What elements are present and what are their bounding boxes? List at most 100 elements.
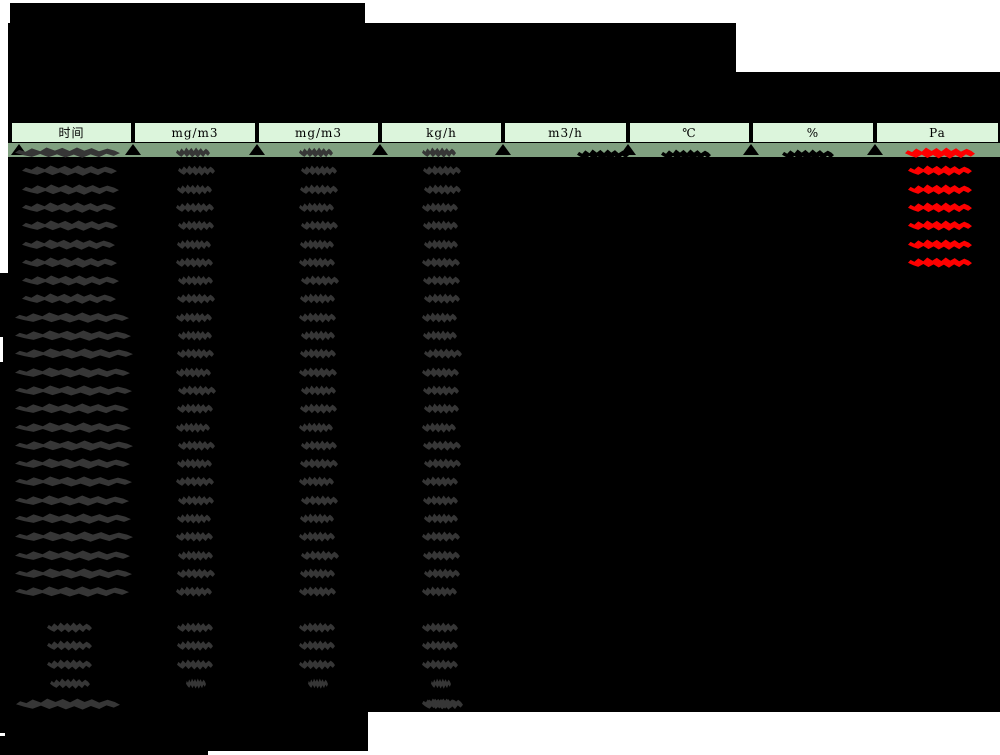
redacted-alarm-value bbox=[908, 239, 972, 250]
redacted-value bbox=[300, 458, 338, 469]
redacted-value bbox=[178, 220, 214, 231]
redacted-value bbox=[423, 330, 457, 341]
filter-arrow-icon[interactable] bbox=[125, 144, 141, 155]
redacted-time-value bbox=[15, 330, 131, 341]
redacted-value bbox=[422, 367, 459, 378]
redacted-value bbox=[178, 385, 216, 396]
redacted-value bbox=[177, 184, 212, 195]
redacted-value bbox=[177, 513, 211, 524]
redacted-time-value bbox=[15, 568, 132, 579]
redacted-summary-value bbox=[299, 640, 335, 651]
redacted-value bbox=[424, 513, 458, 524]
redacted-value bbox=[422, 476, 458, 487]
redacted-value bbox=[177, 458, 212, 469]
header-cell-7[interactable]: % bbox=[752, 122, 874, 143]
redacted-alarm-value bbox=[908, 220, 972, 231]
redacted-time-value bbox=[15, 440, 133, 451]
redacted-summary-value bbox=[422, 622, 458, 633]
page-background-gap bbox=[0, 337, 3, 362]
redacted-time-value bbox=[15, 422, 131, 433]
redacted-value bbox=[423, 275, 460, 286]
filter-arrow-icon[interactable] bbox=[495, 144, 511, 155]
redacted-value bbox=[299, 257, 335, 268]
redacted-value bbox=[423, 220, 458, 231]
header-label: Pa bbox=[929, 125, 946, 140]
redacted-time-value bbox=[15, 476, 132, 487]
redacted-value bbox=[301, 385, 336, 396]
filter-arrow-icon[interactable] bbox=[249, 144, 265, 155]
filter-arrow-icon[interactable] bbox=[743, 144, 759, 155]
redaction-block bbox=[8, 72, 1000, 712]
redacted-value bbox=[422, 147, 456, 158]
redacted-time-value bbox=[22, 239, 115, 250]
header-label: mg/m3 bbox=[171, 125, 219, 140]
redacted-value bbox=[423, 440, 461, 451]
redacted-value bbox=[299, 586, 336, 597]
redacted-value bbox=[300, 348, 336, 359]
redacted-value bbox=[422, 202, 458, 213]
filter-arrow-icon[interactable] bbox=[11, 144, 27, 155]
redacted-humidity-value bbox=[782, 149, 834, 160]
redacted-value bbox=[299, 367, 337, 378]
filter-arrow-icon[interactable] bbox=[372, 144, 388, 155]
redacted-value bbox=[176, 367, 211, 378]
redacted-summary-label bbox=[50, 678, 90, 689]
redaction-block bbox=[8, 751, 208, 755]
redacted-value bbox=[176, 202, 214, 213]
redacted-value bbox=[178, 440, 215, 451]
redacted-value bbox=[423, 385, 459, 396]
redacted-value bbox=[299, 531, 335, 542]
redacted-time-value bbox=[15, 495, 129, 506]
redacted-value bbox=[177, 239, 211, 250]
redacted-value bbox=[299, 202, 334, 213]
redacted-summary-label bbox=[47, 622, 92, 633]
header-cell-5[interactable]: m3/h bbox=[504, 122, 627, 143]
redacted-time-value bbox=[22, 220, 118, 231]
header-cell-8[interactable]: Pa bbox=[876, 122, 999, 143]
redacted-value bbox=[422, 422, 456, 433]
redacted-value bbox=[300, 293, 335, 304]
header-cell-3[interactable]: mg/m3 bbox=[258, 122, 379, 143]
redacted-value bbox=[177, 568, 215, 579]
header-cell-6[interactable]: ℃ bbox=[629, 122, 750, 143]
redacted-value bbox=[178, 495, 214, 506]
redacted-time-value bbox=[22, 275, 119, 286]
header-cell-1[interactable]: 时间 bbox=[11, 122, 132, 143]
redacted-summary-value bbox=[177, 622, 213, 633]
redacted-alarm-value bbox=[905, 147, 975, 159]
redacted-value bbox=[301, 165, 337, 176]
redacted-value bbox=[422, 312, 457, 323]
redacted-value bbox=[178, 550, 213, 561]
redacted-value bbox=[176, 586, 212, 597]
redacted-time-value bbox=[15, 385, 132, 396]
header-cell-4[interactable]: kg/h bbox=[381, 122, 502, 143]
header-label: 时间 bbox=[58, 126, 85, 140]
redacted-summary-value bbox=[422, 659, 458, 670]
redacted-summary-value bbox=[299, 659, 335, 670]
redacted-value bbox=[424, 184, 461, 195]
redacted-value bbox=[423, 165, 461, 176]
redacted-value bbox=[422, 257, 460, 268]
redacted-value bbox=[177, 403, 213, 414]
redacted-value bbox=[423, 495, 458, 506]
redacted-time-value bbox=[15, 147, 120, 158]
redacted-value bbox=[299, 312, 336, 323]
redacted-time-value bbox=[15, 513, 131, 524]
header-cell-2[interactable]: mg/m3 bbox=[134, 122, 256, 143]
redacted-value bbox=[299, 147, 333, 158]
redacted-value bbox=[424, 403, 459, 414]
redacted-summary-label bbox=[47, 640, 92, 651]
redacted-value bbox=[178, 165, 215, 176]
filter-arrow-icon[interactable] bbox=[620, 144, 636, 155]
redacted-time-value bbox=[15, 348, 133, 359]
redacted-summary-value bbox=[177, 640, 213, 651]
redacted-time-value bbox=[22, 202, 116, 213]
redacted-value bbox=[301, 440, 337, 451]
redacted-alarm-value bbox=[908, 202, 972, 213]
redacted-summary-value bbox=[177, 659, 213, 670]
filter-arrow-icon[interactable] bbox=[867, 144, 883, 155]
header-label: m3/h bbox=[548, 125, 583, 140]
redacted-value bbox=[176, 422, 210, 433]
redacted-value bbox=[424, 348, 462, 359]
